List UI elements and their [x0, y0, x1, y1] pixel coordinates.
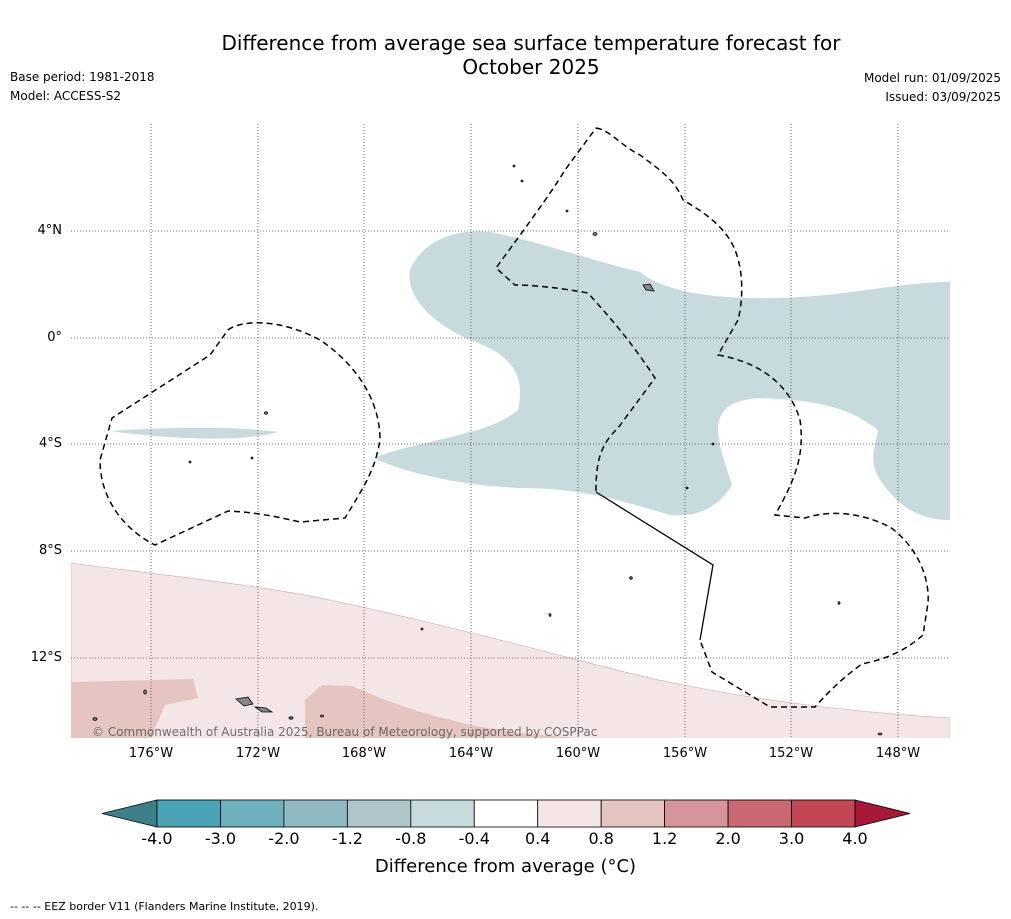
- lat-label-4n: 4°N: [37, 223, 63, 238]
- lon-label-172w: 172°W: [235, 746, 281, 761]
- lon-label-152w: 152°W: [768, 746, 814, 761]
- warmer-anomaly-patch-west: [71, 679, 198, 738]
- colorbar-label: Difference from average (°C): [374, 856, 637, 877]
- island-small-3: [143, 689, 147, 695]
- island-small-5: [288, 716, 294, 720]
- island-small-8: [548, 613, 552, 617]
- colorbar-tick-label: -0.8: [395, 829, 427, 848]
- island-small-14: [512, 164, 516, 168]
- eez-phoenix-islands: [494, 127, 656, 492]
- eez-borders: [99, 127, 929, 708]
- lat-label-4s: 4°S: [38, 436, 62, 451]
- lat-label-8s: 8°S: [38, 543, 62, 558]
- map-area: [71, 124, 950, 738]
- lon-label-156w: 156°W: [662, 746, 708, 761]
- colorbar-segment: [283, 799, 348, 828]
- island-small-16: [565, 209, 569, 213]
- island-kiritimati: [642, 283, 655, 292]
- islands: [92, 164, 883, 736]
- copyright-notice: © Commonwealth of Australia 2025, Bureau…: [92, 725, 598, 739]
- model-run: Model run: 01/09/2025: [863, 71, 1001, 85]
- colorbar-segment: [600, 799, 666, 828]
- lon-label-160w: 160°W: [555, 746, 601, 761]
- island-small-11: [250, 456, 254, 460]
- colorbar-segment: [410, 799, 475, 828]
- colorbar-extend-high: [854, 799, 911, 828]
- colorbar-tick-label: -0.4: [458, 829, 490, 848]
- colorbar-tick-label: -3.0: [204, 829, 237, 848]
- island-small-12: [188, 460, 192, 464]
- eez-legend-note: -- -- -- EEZ border V11 (Flanders Marine…: [10, 900, 319, 913]
- colorbar-extend-low: [101, 799, 158, 828]
- colorbar-tick-label: -1.2: [331, 829, 363, 848]
- island-savaii: [235, 696, 254, 707]
- maritime-boundary-solid: [595, 491, 714, 641]
- island-small-4: [92, 717, 98, 721]
- warmer-anomaly-patch-central: [305, 685, 578, 738]
- model-name: Model: ACCESS-S2: [10, 89, 122, 103]
- lat-label-12s: 12°S: [30, 650, 62, 665]
- lon-label-148w: 148°W: [875, 746, 921, 761]
- eez-tokelau: [99, 322, 381, 546]
- colorbar-tick-label: 2.0: [715, 829, 741, 848]
- cool-anomaly-region: [373, 231, 950, 520]
- lat-label-0: 0°: [47, 330, 62, 345]
- base-period: Base period: 1981-2018: [10, 70, 155, 84]
- colorbar-tick-label: 0.4: [524, 829, 551, 848]
- island-small-1: [264, 411, 268, 415]
- colorbar-segment: [473, 799, 539, 828]
- meta-right: Model run: 01/09/2025 Issued: 03/09/2025: [864, 69, 1001, 107]
- colorbar: [101, 799, 911, 828]
- island-small-10: [685, 486, 689, 490]
- colorbar-segment: [220, 799, 285, 828]
- eez-line-islands: [595, 127, 929, 708]
- colorbar-segment: [346, 799, 412, 828]
- island-small-7: [629, 576, 633, 580]
- island-small-18: [877, 732, 883, 736]
- colorbar-tick-label: -2.0: [268, 829, 300, 848]
- meta-left: Base period: 1981-2018 Model: ACCESS-S2: [10, 68, 155, 106]
- colorbar-segment: [156, 799, 221, 828]
- graticule: [71, 124, 950, 738]
- lon-label-164w: 164°W: [448, 746, 494, 761]
- colorbar-tick-label: 1.2: [651, 829, 678, 848]
- island-small-9: [711, 442, 715, 446]
- issued-date: Issued: 03/09/2025: [885, 90, 1001, 104]
- island-small-15: [520, 179, 524, 183]
- lon-label-168w: 168°W: [341, 746, 387, 761]
- title-line-2: October 2025: [462, 55, 600, 79]
- colorbar-segment: [664, 799, 729, 828]
- colorbar-segment: [727, 799, 792, 828]
- title-line-1: Difference from average sea surface temp…: [221, 31, 841, 55]
- island-upolu: [253, 706, 274, 713]
- cool-anomaly-streak: [110, 427, 278, 439]
- colorbar-tick-label: 4.0: [842, 829, 868, 848]
- lon-label-176w: 176°W: [128, 746, 174, 761]
- island-small-6: [320, 714, 324, 718]
- colorbar-tick-label: 3.0: [778, 829, 805, 848]
- colorbar-tick-label: -4.0: [141, 829, 173, 848]
- island-small-17: [837, 601, 841, 605]
- warm-anomaly-band: [71, 562, 950, 738]
- map-title: Difference from average sea surface temp…: [0, 31, 1011, 79]
- island-small-2: [592, 232, 598, 236]
- island-small-13: [420, 627, 424, 631]
- colorbar-tick-label: 0.8: [588, 829, 614, 848]
- colorbar-segment: [791, 799, 856, 828]
- colorbar-segment: [537, 799, 602, 828]
